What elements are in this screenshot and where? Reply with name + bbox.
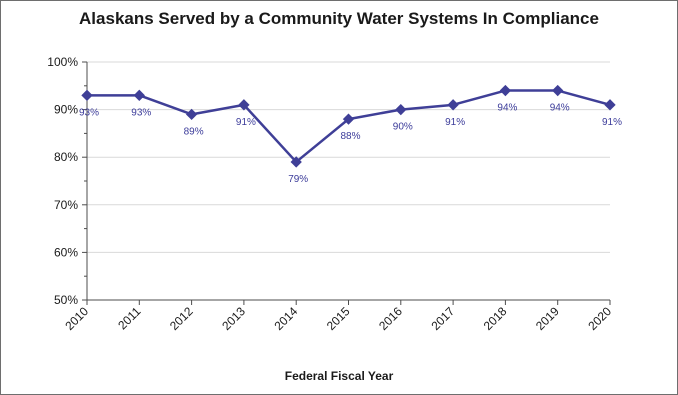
data-point-marker	[447, 99, 459, 111]
data-point-marker	[81, 89, 93, 101]
data-label: 91%	[236, 117, 256, 128]
data-point-marker	[133, 89, 145, 101]
x-axis-title: Federal Fiscal Year	[284, 369, 394, 383]
x-tick-label: 2015	[324, 304, 353, 333]
y-tick-label: 60%	[54, 245, 78, 259]
x-tick-label: 2011	[115, 304, 143, 332]
data-label: 88%	[340, 131, 360, 142]
data-point-marker	[185, 108, 198, 121]
data-label: 91%	[445, 117, 465, 128]
data-point-marker	[604, 99, 616, 111]
x-tick-label: 2016	[376, 304, 405, 333]
data-label: 93%	[131, 107, 151, 118]
y-tick-label: 70%	[54, 198, 78, 212]
data-label: 89%	[184, 126, 204, 137]
y-tick-label: 80%	[54, 150, 78, 164]
x-tick-label: 2020	[585, 304, 614, 333]
data-point-marker	[395, 103, 407, 116]
data-label: 94%	[497, 103, 517, 114]
data-point-marker	[290, 156, 302, 168]
y-tick-label: 100%	[47, 55, 78, 69]
data-point-marker	[499, 84, 512, 97]
x-tick-label: 2014	[272, 304, 301, 333]
y-tick-label: 90%	[54, 103, 78, 117]
x-tick-label: 2010	[62, 304, 91, 333]
x-tick-label: 2017	[428, 304, 457, 333]
data-label: 90%	[393, 122, 413, 133]
x-tick-label: 2012	[167, 304, 196, 333]
data-label: 91%	[602, 117, 622, 128]
data-point-marker	[552, 84, 564, 97]
y-tick-label: 50%	[54, 293, 78, 307]
data-label: 93%	[79, 107, 99, 118]
data-label: 79%	[288, 174, 308, 185]
chart-title: Alaskans Served by a Community Water Sys…	[79, 9, 599, 28]
x-tick-label: 2018	[481, 304, 510, 333]
data-label: 94%	[550, 103, 570, 114]
x-tick-label: 2013	[219, 304, 248, 333]
x-tick-label: 2019	[533, 304, 562, 333]
series-line	[87, 89, 611, 164]
